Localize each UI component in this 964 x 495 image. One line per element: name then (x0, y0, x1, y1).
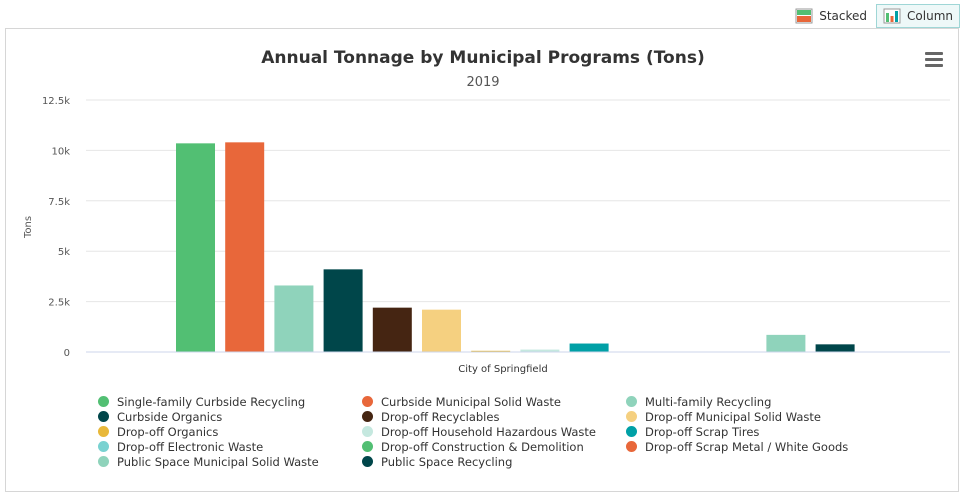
legend-item[interactable]: Single-family Curbside Recycling (98, 394, 362, 409)
y-tick-label: 7.5k (48, 197, 70, 208)
stacked-bar-icon (795, 8, 813, 24)
bar-curbside-municipal-solid-waste[interactable] (225, 142, 265, 352)
legend-marker (98, 456, 109, 467)
bar-multi-family-recycling[interactable] (274, 285, 314, 352)
column-bar-icon (883, 8, 901, 24)
legend-label: Single-family Curbside Recycling (117, 394, 306, 409)
legend-marker (362, 456, 373, 467)
bar-public-space-municipal-solid-waste[interactable] (766, 334, 806, 352)
legend-item[interactable]: Drop-off Household Hazardous Waste (362, 424, 626, 439)
y-tick-label: 0 (64, 348, 70, 359)
legend-label: Public Space Municipal Solid Waste (117, 454, 319, 469)
legend-item[interactable]: Curbside Municipal Solid Waste (362, 394, 626, 409)
legend-marker (98, 441, 109, 452)
chart-legend: Single-family Curbside Recycling Curbside… (98, 394, 898, 469)
legend-marker (626, 441, 637, 452)
chart-title: Annual Tonnage by Municipal Programs (To… (261, 48, 704, 68)
y-tick-label: 12.5k (42, 96, 70, 107)
legend-item[interactable]: Drop-off Recyclables (362, 409, 626, 424)
bar-drop-off-scrap-tires[interactable] (569, 343, 609, 352)
y-tick-label: 2.5k (48, 298, 70, 309)
legend-item[interactable]: Drop-off Construction & Demolition (362, 439, 626, 454)
legend-item[interactable]: Drop-off Scrap Tires (626, 424, 890, 439)
legend-label: Drop-off Municipal Solid Waste (645, 409, 821, 424)
legend-marker (362, 396, 373, 407)
legend-marker (98, 426, 109, 437)
hamburger-menu-icon[interactable] (925, 52, 943, 68)
chart-type-toggle: Stacked Column (788, 4, 960, 28)
legend-item[interactable]: Curbside Organics (98, 409, 362, 424)
bar-drop-off-organics[interactable] (471, 350, 511, 352)
legend-label: Drop-off Household Hazardous Waste (381, 424, 596, 439)
legend-marker (98, 411, 109, 422)
legend-item[interactable]: Drop-off Scrap Metal / White Goods (626, 439, 890, 454)
bar-single-family-curbside-recycling[interactable] (176, 143, 215, 352)
legend-marker (626, 396, 637, 407)
bar-curbside-organics[interactable] (323, 269, 363, 352)
legend-marker (626, 411, 637, 422)
legend-item[interactable]: Drop-off Municipal Solid Waste (626, 409, 890, 424)
bar-public-space-recycling[interactable] (815, 344, 855, 352)
y-tick-label: 10k (51, 146, 70, 157)
legend-marker (362, 426, 373, 437)
y-axis-title: Tons (23, 216, 34, 239)
column-toggle-button[interactable]: Column (876, 4, 960, 28)
legend-label: Drop-off Electronic Waste (117, 439, 264, 454)
legend-item[interactable]: Public Space Municipal Solid Waste (98, 454, 362, 469)
x-category-label: City of Springfield (458, 364, 547, 375)
legend-item[interactable]: Multi-family Recycling (626, 394, 890, 409)
legend-label: Drop-off Recyclables (381, 409, 500, 424)
legend-item[interactable]: Drop-off Electronic Waste (98, 439, 362, 454)
bar-drop-off-municipal-solid-waste[interactable] (422, 309, 461, 352)
stacked-toggle-button[interactable]: Stacked (788, 4, 875, 28)
chart-container (5, 28, 959, 492)
legend-label: Drop-off Scrap Tires (645, 424, 760, 439)
stacked-label: Stacked (819, 9, 868, 23)
bar-drop-off-household-hazardous-waste[interactable] (520, 349, 560, 352)
legend-label: Drop-off Scrap Metal / White Goods (645, 439, 849, 454)
legend-marker (362, 411, 373, 422)
y-tick-label: 5k (58, 247, 70, 258)
legend-marker (98, 396, 109, 407)
legend-label: Curbside Municipal Solid Waste (381, 394, 561, 409)
legend-label: Public Space Recycling (381, 454, 513, 469)
legend-label: Multi-family Recycling (645, 394, 772, 409)
legend-item[interactable]: Drop-off Organics (98, 424, 362, 439)
legend-label: Curbside Organics (117, 409, 223, 424)
legend-item[interactable]: Public Space Recycling (362, 454, 626, 469)
legend-label: Drop-off Organics (117, 424, 219, 439)
legend-marker (626, 426, 637, 437)
column-label: Column (907, 9, 953, 23)
legend-marker (362, 441, 373, 452)
chart-subtitle: 2019 (466, 75, 499, 90)
legend-label: Drop-off Construction & Demolition (381, 439, 584, 454)
bar-drop-off-recyclables[interactable] (372, 307, 412, 352)
